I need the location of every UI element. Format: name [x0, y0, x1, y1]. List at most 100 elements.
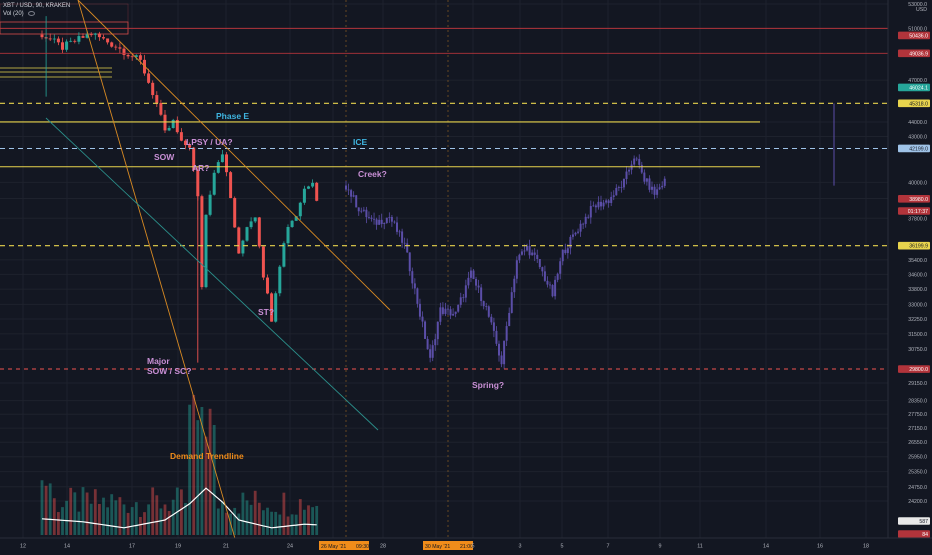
projection-body — [480, 287, 483, 302]
projection-body — [549, 284, 551, 286]
candle-body — [171, 119, 175, 129]
candle-body — [89, 34, 93, 36]
price-axis[interactable]: 53000.0 51000.0 47000.0 44000.0 43000.0 40000… — [887, 0, 932, 550]
volume-bar — [118, 497, 122, 535]
projection-body — [378, 219, 381, 225]
projection-body — [643, 172, 646, 182]
projection-body — [385, 217, 388, 224]
projection-body — [475, 278, 478, 286]
price-tick-label: 30750.0 — [908, 347, 927, 353]
projection-body — [559, 261, 562, 274]
time-tick-label: 7 — [607, 544, 610, 550]
volume-moving-average — [41, 487, 317, 529]
grid — [0, 0, 888, 538]
volume-bar — [307, 505, 310, 535]
volume-bar — [266, 507, 269, 535]
volume-bar — [192, 395, 196, 535]
price-tick-label: 31500.0 — [908, 332, 927, 338]
volume-bar — [216, 508, 220, 535]
price-badge-label: 46024.1 — [909, 85, 928, 91]
time-tick-label: 11 — [697, 544, 703, 550]
volume-bar — [290, 514, 294, 535]
projection-body — [569, 236, 572, 249]
small-badge — [898, 517, 930, 525]
projection-body — [526, 245, 529, 251]
volume-bar — [282, 492, 286, 535]
volume-bar — [221, 501, 224, 535]
price-tick-label: 33800.0 — [908, 287, 927, 293]
projection-body — [347, 189, 350, 191]
price-tick-label: 51000.0 — [908, 26, 927, 32]
time-axis[interactable]: 12 14 17 19 21 24 26 May '21 28 30 May '21 3 5 7 9 11… — [0, 537, 932, 550]
candle-body — [237, 227, 241, 254]
price-badge — [898, 365, 930, 373]
projection-body — [396, 222, 398, 232]
projection-body — [411, 271, 414, 284]
projection-body — [413, 283, 416, 289]
time-tick-label: 5 — [561, 544, 564, 550]
candle-body — [159, 102, 163, 115]
projection-body — [633, 158, 636, 165]
candle-body — [179, 132, 183, 141]
projection-body — [393, 221, 396, 223]
projection-body — [577, 231, 580, 233]
projection-body — [503, 340, 506, 365]
projection-body — [651, 186, 653, 190]
supply-trendline — [77, 0, 391, 311]
projection-body — [658, 187, 661, 190]
projection-body — [520, 251, 523, 255]
annotation-label: Creek? — [358, 169, 387, 179]
time-cursor-badge — [319, 541, 369, 550]
volume-bar — [65, 500, 68, 535]
projection-body — [434, 339, 437, 346]
time-tick-label: 9 — [659, 544, 662, 550]
small-badge-label: 84 — [922, 532, 928, 538]
projection-body — [587, 216, 590, 218]
volume-indicator-label[interactable]: Vol (20) — [3, 10, 70, 18]
projection-body — [612, 195, 615, 197]
volume-bar — [171, 499, 175, 535]
volume-bar — [114, 500, 118, 535]
price-tick-label: 32250.0 — [908, 317, 927, 323]
candle-body — [40, 34, 44, 38]
projection-body — [462, 297, 465, 299]
projection-body — [602, 202, 605, 207]
price-badge — [898, 99, 930, 108]
price-tick-label: 40000.0 — [908, 180, 927, 186]
projection-body — [457, 304, 460, 312]
candle-body — [147, 73, 151, 83]
annotation-label: Major — [147, 356, 170, 366]
volume-bar — [73, 492, 77, 535]
projection-body — [600, 201, 602, 207]
projection-body — [487, 306, 490, 317]
currency-label: USD — [916, 7, 927, 13]
projection-body — [355, 195, 358, 208]
volume-bar — [196, 420, 200, 535]
candle-body — [270, 293, 274, 322]
candle-body — [225, 154, 228, 173]
volume-bar — [139, 516, 142, 535]
trendlines — [45, 0, 391, 543]
projection-body — [543, 271, 546, 281]
candle-body — [266, 277, 269, 294]
candle-body — [261, 246, 265, 278]
volume-label: Vol (20) — [3, 11, 24, 17]
candle-body — [274, 293, 278, 322]
projection-body — [362, 209, 365, 211]
candle-body — [249, 221, 253, 228]
candles — [40, 16, 319, 363]
eye-icon[interactable] — [28, 10, 36, 16]
time-tick-label: 5 — [472, 544, 475, 550]
projection-body — [605, 200, 608, 203]
projection-body — [373, 218, 376, 220]
projection-body — [564, 249, 567, 254]
projection-body — [638, 158, 641, 165]
volume-bar — [44, 485, 48, 535]
projection-candles — [345, 103, 835, 369]
candle-body — [241, 240, 245, 254]
symbol-title[interactable]: XBT / USD, 90, KRAKEN — [3, 3, 71, 9]
projection-body — [589, 206, 592, 218]
projection-body — [541, 267, 544, 272]
